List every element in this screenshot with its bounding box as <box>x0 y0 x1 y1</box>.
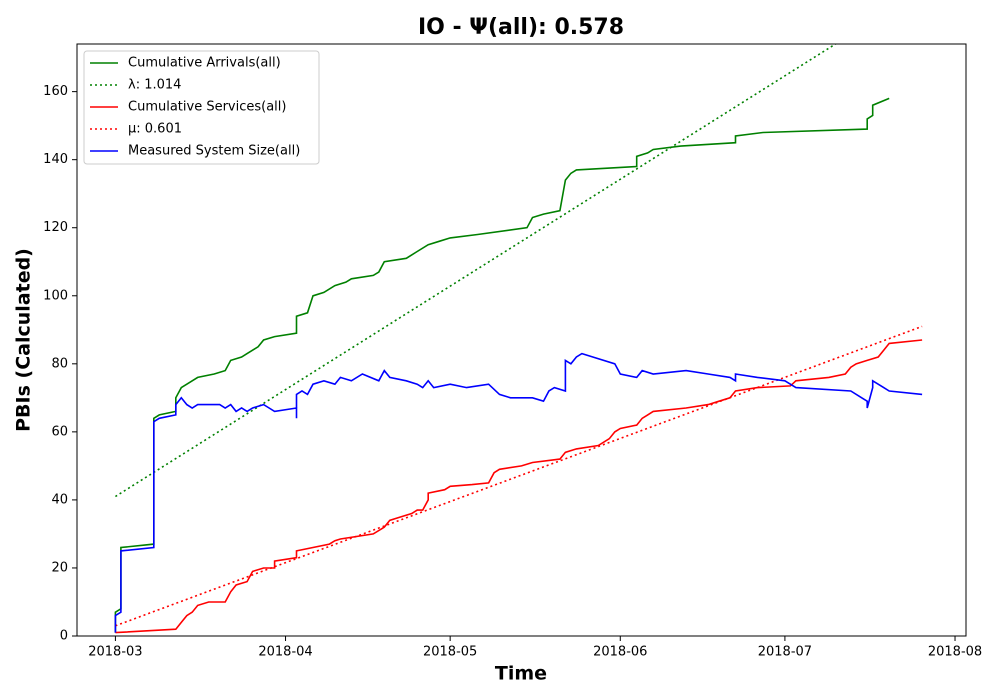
legend-label: λ: 1.014 <box>128 78 181 93</box>
series-line <box>114 44 838 498</box>
y-tick-label: 60 <box>51 424 68 439</box>
x-axis-label: Time <box>495 663 547 685</box>
series-line <box>115 339 923 634</box>
x-tick-label: 2018-06 <box>593 645 647 660</box>
x-tick-label: 2018-05 <box>423 645 477 660</box>
x-tick-label: 2018-04 <box>258 645 312 660</box>
legend-label: Cumulative Services(all) <box>128 100 286 115</box>
y-tick-label: 100 <box>43 288 68 303</box>
legend-label: Measured System Size(all) <box>128 144 300 159</box>
y-tick-label: 20 <box>51 560 68 575</box>
legend-label: Cumulative Arrivals(all) <box>128 56 281 71</box>
series-line <box>114 97 890 633</box>
x-tick-label: 2018-03 <box>88 645 142 660</box>
plot-frame <box>76 43 967 637</box>
series-line <box>114 352 923 633</box>
y-tick-label: 0 <box>60 629 68 644</box>
y-tick-label: 120 <box>43 220 68 235</box>
x-tick-label: 2018-07 <box>758 645 812 660</box>
x-tick-label: 2018-08 <box>928 645 982 660</box>
y-axis-label: PBIs (Calculated) <box>13 248 35 432</box>
y-tick-label: 80 <box>51 356 68 371</box>
chart-title: IO - Ψ(all): 0.578 <box>418 15 624 40</box>
legend-box <box>83 50 320 165</box>
series-line <box>115 325 923 627</box>
y-tick-label: 160 <box>43 84 68 99</box>
plot-lines <box>114 44 923 634</box>
legend-label: μ: 0.601 <box>128 122 182 137</box>
y-tick-label: 40 <box>51 492 68 507</box>
y-tick-label: 140 <box>43 152 68 167</box>
legend: Cumulative Arrivals(all) λ: 1.014 Cumulati… <box>83 50 320 165</box>
